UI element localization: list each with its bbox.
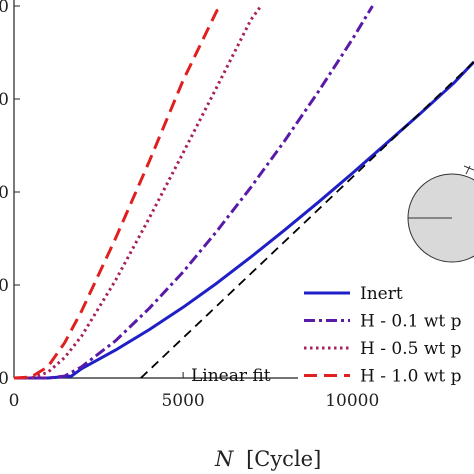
- x-axis-title-rest: [Cycle]: [246, 447, 321, 471]
- y-tick-label: 0: [0, 90, 9, 110]
- legend-label: Inert: [360, 284, 403, 304]
- x-axis-title: N [Cycle]: [214, 447, 321, 471]
- inset-circle: [407, 165, 474, 263]
- y-ticks: 0 0 0 0 0: [0, 0, 20, 389]
- y-tick-label: 0: [0, 369, 9, 389]
- linear-fit-line: [140, 61, 474, 379]
- series-line: [14, 5, 374, 380]
- legend: Inert H - 0.1 wt p H - 0.5 wt p H - 1.0 wt …: [298, 278, 474, 388]
- inset-crack-tick: [463, 165, 474, 171]
- x-axis-title-italic: N: [214, 447, 234, 471]
- linear-fit: [140, 61, 474, 379]
- series-line: [14, 5, 263, 380]
- linear-fit-label: Linear fit: [191, 366, 271, 386]
- legend-label: H - 0.1 wt p: [360, 312, 462, 332]
- legend-label: H - 0.5 wt p: [360, 339, 462, 359]
- y-tick-label: 0: [0, 183, 9, 203]
- x-tick-label: 5000: [161, 391, 204, 411]
- legend-box: [298, 278, 474, 388]
- x-ticks: 0 5000 10000: [9, 372, 379, 411]
- inset-crack-line: [465, 165, 471, 175]
- y-tick-label: 0: [0, 0, 9, 17]
- legend-label: H - 1.0 wt p: [360, 367, 462, 387]
- x-tick-label: 10000: [325, 391, 379, 411]
- x-tick-label: 0: [9, 391, 20, 411]
- series-line: [13, 4, 225, 380]
- y-tick-label: 0: [0, 276, 9, 296]
